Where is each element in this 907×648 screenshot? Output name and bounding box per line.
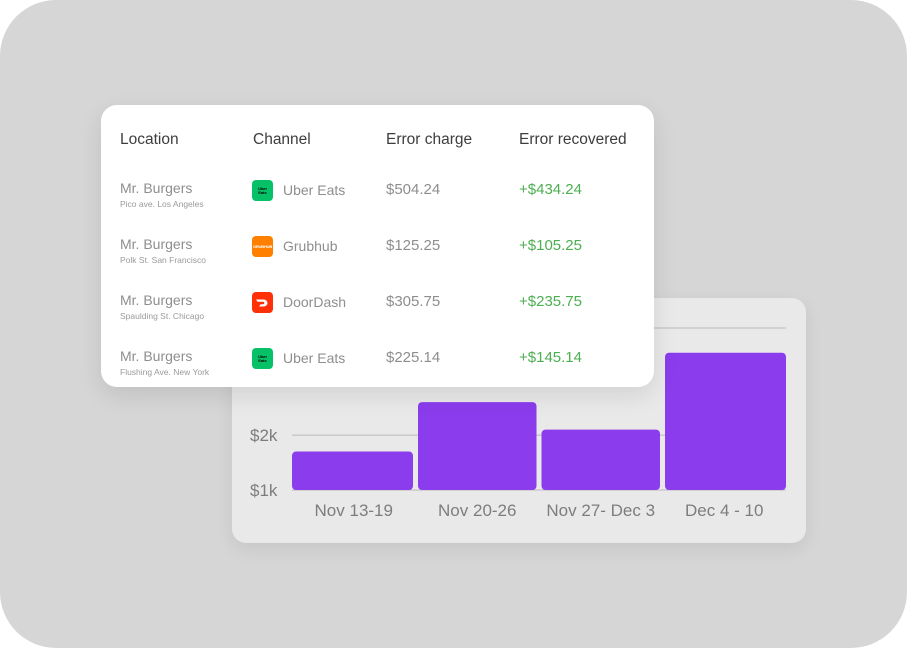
x-tick-label: Nov 13-19 bbox=[315, 501, 393, 520]
x-tick-label: Nov 27- Dec 3 bbox=[546, 501, 655, 520]
error-table-card: Location Channel Error charge Error reco… bbox=[101, 105, 654, 387]
table-row[interactable]: Mr. Burgers Flushing Ave. New York Uber … bbox=[101, 348, 654, 404]
x-tick-label: Dec 4 - 10 bbox=[685, 501, 763, 520]
bar-chart: $1k $2k Nov 13-19 Nov 20-26 Nov 27- Dec 3 Dec… bbox=[250, 327, 786, 520]
channel-name: DoorDash bbox=[283, 294, 347, 310]
location-name: Mr. Burgers bbox=[120, 180, 193, 196]
location-name: Mr. Burgers bbox=[120, 236, 193, 252]
error-charge: $225.14 bbox=[386, 349, 441, 366]
location-address: Spaulding St. Chicago bbox=[120, 311, 205, 321]
uber-eats-logo-text: Uber Eats bbox=[257, 185, 268, 195]
uber-eats-icon: Uber Eats bbox=[252, 348, 273, 369]
x-tick-label: Nov 20-26 bbox=[438, 501, 516, 520]
uber-eats-icon: Uber Eats bbox=[252, 180, 273, 201]
error-charge: $125.25 bbox=[386, 237, 441, 254]
grubhub-logo-text: GRUBHUB bbox=[252, 244, 273, 249]
header-error-recovered: Error recovered bbox=[519, 131, 627, 148]
bar[interactable] bbox=[418, 402, 537, 490]
grubhub-icon: GRUBHUB bbox=[252, 236, 273, 257]
location-name: Mr. Burgers bbox=[120, 292, 193, 308]
y-tick-label: $1k bbox=[250, 481, 278, 500]
error-recovered: +$145.14 bbox=[519, 349, 582, 366]
uber-eats-logo-text: Uber Eats bbox=[257, 353, 268, 363]
error-recovered: +$235.75 bbox=[519, 293, 582, 310]
table-row[interactable]: Mr. Burgers Polk St. San Francisco GRUBH… bbox=[101, 236, 654, 292]
bar[interactable] bbox=[541, 429, 661, 490]
channel-name: Uber Eats bbox=[283, 350, 346, 366]
bar[interactable] bbox=[665, 352, 786, 490]
bar[interactable] bbox=[292, 451, 413, 490]
header-location: Location bbox=[120, 131, 179, 148]
error-charge: $504.24 bbox=[386, 181, 441, 198]
location-address: Flushing Ave. New York bbox=[120, 367, 210, 377]
doordash-icon bbox=[252, 292, 273, 313]
location-address: Pico ave. Los Angeles bbox=[120, 199, 204, 209]
channel-name: Grubhub bbox=[283, 238, 338, 254]
header-error-charge: Error charge bbox=[386, 131, 473, 148]
location-address: Polk St. San Francisco bbox=[120, 255, 206, 265]
error-recovered: +$105.25 bbox=[519, 237, 582, 254]
error-recovered: +$434.24 bbox=[519, 181, 582, 198]
doordash-mark bbox=[256, 299, 268, 306]
table-row[interactable]: Mr. Burgers Pico ave. Los Angeles Uber E… bbox=[101, 180, 654, 236]
location-name: Mr. Burgers bbox=[120, 348, 193, 364]
y-tick-label: $2k bbox=[250, 426, 278, 445]
table-row[interactable]: Mr. Burgers Spaulding St. Chicago DoorDa… bbox=[101, 292, 654, 348]
header-channel: Channel bbox=[253, 131, 311, 148]
error-charge: $305.75 bbox=[386, 293, 441, 310]
channel-name: Uber Eats bbox=[283, 182, 346, 198]
